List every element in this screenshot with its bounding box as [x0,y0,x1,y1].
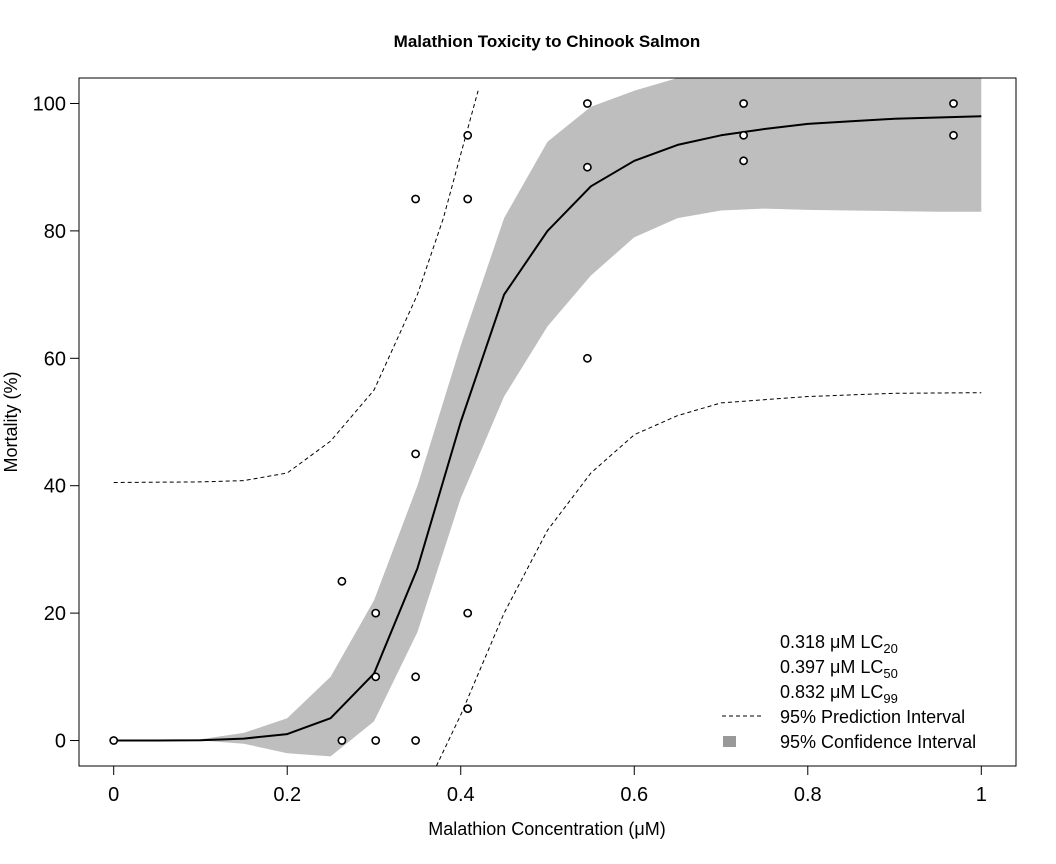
x-tick-label: 0 [108,784,119,806]
legend: 0.318 μM LC20 0.397 μM LC50 0.832 μM LC9… [722,632,976,752]
data-point [337,576,347,586]
data-point [739,99,748,108]
data-point [949,130,958,140]
chart-title: Malathion Toxicity to Chinook Salmon [394,32,701,51]
x-tick-label: 1 [976,784,987,806]
data-point [463,704,473,714]
x-tick-label: 0.8 [794,784,822,806]
x-tick-label: 0.6 [620,784,648,806]
x-tick-label: 0.4 [447,784,475,806]
data-point [411,194,420,204]
data-point [583,99,592,108]
y-tick-label: 100 [33,93,66,115]
x-tick-label: 0.2 [273,784,301,806]
data-point [463,194,473,204]
prediction-lower-line [435,392,982,767]
prediction-upper-line [113,90,479,483]
lc20-annotation: 0.318 μM LC20 [780,632,898,656]
data-point [739,156,748,166]
data-point [109,736,119,745]
data-point [411,449,420,459]
y-tick-label: 60 [44,348,66,370]
x-axis: 0 0.2 0.4 0.6 0.8 1 [108,765,987,806]
data-point [411,736,420,745]
lc99-annotation: 0.832 μM LC99 [780,682,898,706]
data-point [463,608,473,618]
confidence-band-layer [113,78,982,757]
legend-confidence-swatch [723,736,736,747]
data-point [949,99,958,108]
data-point [739,130,748,140]
y-tick-label: 0 [55,731,66,753]
y-axis: 0 20 40 60 80 100 [33,93,80,753]
data-point [411,672,420,682]
y-tick-label: 80 [44,221,66,243]
fit-curve [113,115,982,742]
y-tick-label: 20 [44,603,66,625]
prediction-interval-layer [113,90,982,767]
legend-prediction-label: 95% Prediction Interval [780,707,965,727]
lc50-annotation: 0.397 μM LC50 [780,657,898,681]
data-point [371,672,381,682]
data-point [583,353,592,363]
data-point [463,130,473,140]
x-axis-label: Malathion Concentration (μM) [428,819,665,839]
fit-curve-layer [113,115,982,742]
y-tick-label: 40 [44,476,66,498]
confidence-band [113,78,982,757]
points-layer [109,99,958,745]
data-point [583,162,592,172]
data-point [337,736,347,745]
legend-confidence-label: 95% Confidence Interval [780,732,976,752]
y-axis-label: Mortality (%) [1,371,21,472]
data-point [371,608,381,618]
data-point [371,736,381,745]
